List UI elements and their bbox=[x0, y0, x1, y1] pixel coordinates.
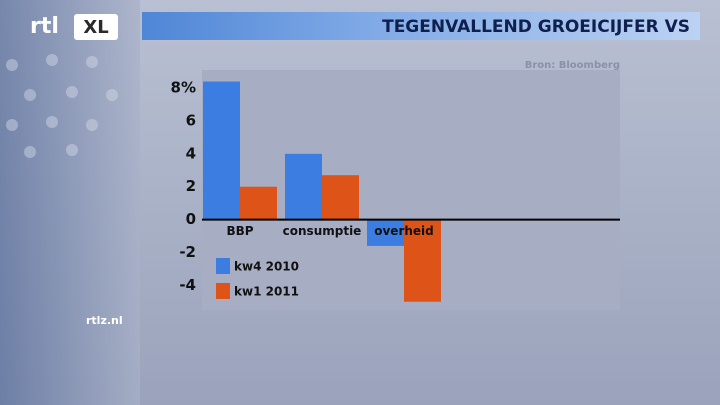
source: Bron: Bloomberg bbox=[525, 60, 620, 71]
bar bbox=[404, 219, 441, 302]
x-tick-label: consumptie bbox=[283, 224, 362, 238]
legend-swatch bbox=[216, 258, 230, 274]
y-tick-label: -4 bbox=[179, 276, 196, 294]
y-tick-label: 2 bbox=[186, 177, 196, 195]
bar bbox=[285, 153, 322, 220]
flag-stars bbox=[6, 54, 118, 158]
bar bbox=[322, 175, 359, 220]
chart-title: TEGENVALLEND GROEICIJFER VS bbox=[382, 17, 690, 37]
x-tick-label: overheid bbox=[374, 224, 434, 238]
y-tick-label: 6 bbox=[186, 111, 196, 129]
legend-label: kw4 2010 bbox=[234, 260, 299, 274]
legend-swatch bbox=[216, 283, 230, 299]
bar bbox=[240, 186, 277, 220]
website: rtlz.nl bbox=[86, 314, 123, 327]
bar bbox=[203, 81, 240, 220]
logo-text: rtl bbox=[30, 14, 59, 39]
y-tick-label: 4 bbox=[186, 144, 196, 162]
logo-badge-text: XL bbox=[83, 17, 108, 38]
legend-label: kw1 2011 bbox=[234, 285, 299, 299]
logo-badge bbox=[74, 14, 118, 40]
y-tick-label: 8% bbox=[171, 79, 196, 97]
x-tick-label: BBP bbox=[226, 224, 253, 238]
y-tick-label: -2 bbox=[179, 243, 196, 261]
y-tick-label: 0 bbox=[186, 210, 196, 228]
flag-backdrop bbox=[0, 0, 140, 405]
title-bar bbox=[142, 12, 700, 40]
bar bbox=[367, 219, 404, 246]
